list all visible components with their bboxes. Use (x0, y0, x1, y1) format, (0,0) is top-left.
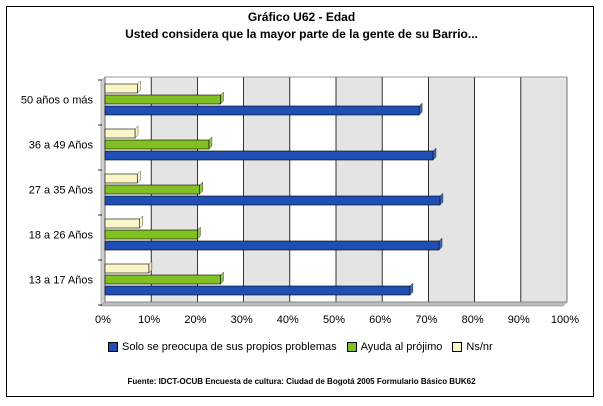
bar-2-2 (104, 173, 138, 184)
legend-swatch-series-2 (452, 342, 463, 352)
chart-subtitle: Usted considera que la mayor parte de la… (125, 27, 478, 41)
legend-item-series-1: Ayuda al prójimo (346, 341, 443, 353)
x-tick-label: 10% (138, 314, 160, 326)
legend-swatch-series-1 (346, 342, 357, 352)
x-tick-label: 20% (184, 314, 206, 326)
bar-2-4 (104, 263, 150, 274)
bar-2-0 (104, 83, 138, 94)
legend-label-series-0: Solo se preocupa de sus propios problema… (122, 341, 337, 353)
chart-title: Gráfico U62 - Edad (247, 10, 356, 24)
bar-1-4 (104, 274, 221, 285)
y-category-label: 13 a 17 Años (29, 275, 94, 287)
plot-floor (100, 301, 568, 307)
plot-band (520, 77, 567, 302)
bar-0-4 (104, 285, 411, 296)
source-footer: Fuente: IDCT-OCUB Encuesta de cultura: C… (127, 377, 476, 386)
bar-0-0 (104, 105, 420, 116)
x-tick-label: 70% (415, 314, 437, 326)
x-tick-label: 40% (277, 314, 299, 326)
plot-band (474, 77, 521, 302)
y-category-label: 18 a 26 Años (29, 230, 94, 242)
x-tick-label: 100% (551, 314, 579, 326)
legend: Solo se preocupa de sus propios problema… (108, 341, 503, 353)
legend-item-series-2: Ns/nr (452, 341, 493, 353)
x-tick-label: 50% (323, 314, 345, 326)
legend-label-series-1: Ayuda al prójimo (360, 341, 443, 353)
plot-depth-wall (100, 76, 106, 307)
bar-0-1 (104, 150, 434, 161)
y-category-label: 27 a 35 Años (29, 185, 94, 197)
bar-1-3 (104, 229, 198, 240)
y-category-label: 36 a 49 Años (29, 140, 94, 152)
bar-1-2 (104, 184, 201, 195)
bar-0-3 (104, 240, 440, 251)
bar-2-3 (104, 218, 140, 229)
x-tick-label: 30% (231, 314, 253, 326)
bar-2-1 (104, 128, 136, 139)
x-tick-label: 90% (508, 314, 530, 326)
x-tick-label: 0% (95, 314, 111, 326)
x-tick-label: 80% (462, 314, 484, 326)
bar-1-0 (104, 94, 221, 105)
plot-band (428, 77, 475, 302)
bar-0-2 (104, 195, 441, 206)
x-tick-label: 60% (369, 314, 391, 326)
bar-1-1 (104, 139, 210, 150)
legend-item-series-0: Solo se preocupa de sus propios problema… (108, 341, 337, 353)
legend-swatch-series-0 (108, 342, 118, 352)
legend-label-series-2: Ns/nr (466, 341, 493, 353)
y-category-label: 50 años o más (21, 95, 94, 107)
